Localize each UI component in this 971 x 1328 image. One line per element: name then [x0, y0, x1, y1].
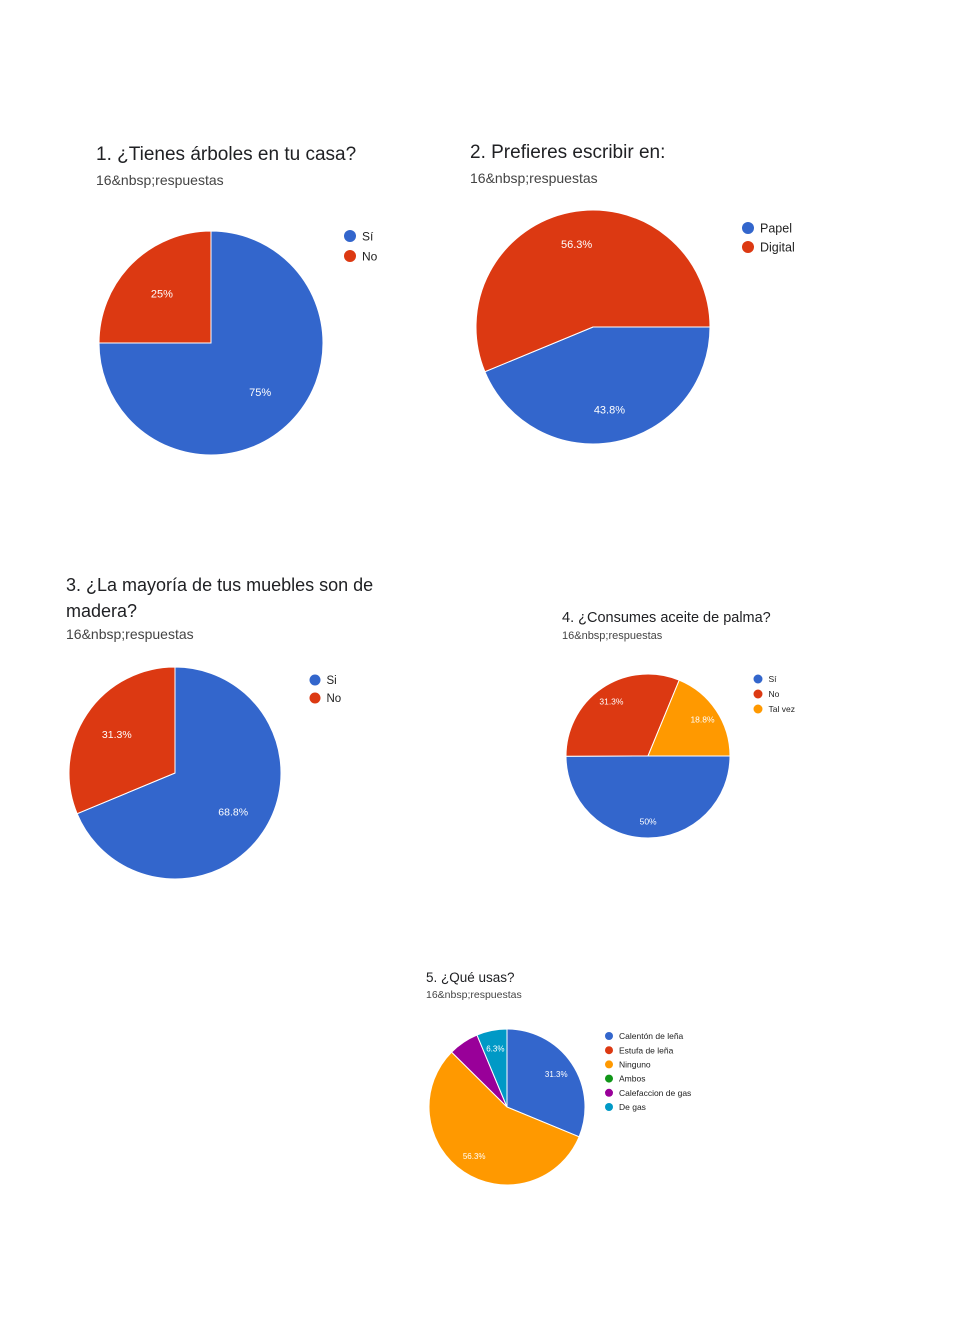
pie-slice-label: 31.3% — [102, 729, 132, 741]
pie-slice-papel[interactable] — [484, 326, 711, 445]
chart-2-subtitle: 16&nbsp;respuestas — [470, 170, 598, 186]
legend-item[interactable]: No — [362, 249, 378, 263]
chart-4-subtitle: 16&nbsp;respuestas — [562, 630, 663, 642]
legend-swatch — [753, 704, 763, 714]
pie-slice-label: 18.8% — [690, 714, 715, 724]
legend-swatch — [605, 1088, 613, 1097]
legend-swatch — [605, 1032, 613, 1040]
chart-4-pie: 50% 31.3% 18.8% Sí No Tal vez — [565, 673, 795, 839]
chart-5-pie: 31.3% 56.3% 6.3% Calentón de leña Estufa de … — [428, 1028, 691, 1186]
pie-slice-label: 43.8% — [594, 404, 625, 416]
legend-swatch — [753, 674, 763, 684]
legend-item[interactable]: De gas — [619, 1102, 646, 1112]
chart-4: 4. ¿Consumes aceite de palma? 16&nbsp;re… — [562, 610, 842, 850]
pie-slice-no[interactable] — [68, 666, 176, 815]
legend-swatch — [742, 241, 754, 253]
pie-slice-ninguno[interactable] — [428, 1051, 580, 1186]
pie-slice-de-gas[interactable] — [476, 1028, 508, 1108]
legend-swatch — [344, 230, 356, 242]
pie-slice-label: 25% — [151, 289, 173, 301]
chart-1-pie: 75% 25% Sí No — [98, 229, 378, 456]
legend-swatch — [742, 222, 754, 234]
legend-item[interactable]: Ninguno — [619, 1059, 651, 1069]
pie-slice-label: 31.3% — [599, 697, 624, 707]
pie-slice-calentón-de-leña[interactable] — [506, 1028, 586, 1138]
chart-2-title: 2. Prefieres escribir en: — [470, 142, 666, 163]
chart-5-subtitle: 16&nbsp;respuestas — [426, 989, 522, 1001]
legend-swatch — [605, 1074, 613, 1083]
legend-item[interactable]: Estufa de leña — [619, 1045, 674, 1055]
pie-slice-digital[interactable] — [475, 209, 711, 373]
legend-swatch — [309, 692, 321, 704]
pie-slice-label: 56.3% — [463, 1152, 486, 1161]
legend-item[interactable]: Si — [327, 675, 337, 687]
legend-item[interactable]: No — [327, 693, 342, 705]
legend-item[interactable]: Ambos — [619, 1074, 645, 1084]
chart-3-pie: 68.8% 31.3% Si No — [68, 666, 342, 880]
legend-item[interactable]: Tal vez — [769, 704, 795, 714]
legend-item[interactable]: Papel — [760, 222, 792, 236]
legend-item[interactable]: Sí — [362, 229, 374, 243]
pie-slice-no[interactable] — [565, 673, 680, 757]
pie-slice-label: 31.3% — [545, 1070, 568, 1079]
legend-swatch — [344, 250, 356, 262]
pie-slice-label: 68.8% — [218, 807, 248, 819]
pie-slice-label: 6.3% — [486, 1045, 504, 1054]
pie-slice-si[interactable] — [76, 666, 282, 880]
legend-swatch — [605, 1103, 613, 1111]
chart-3: 3. ¿La mayoría de tus muebles son de mad… — [66, 572, 426, 882]
legend-item[interactable]: Calentón de leña — [619, 1031, 684, 1041]
chart-3-title: 3. ¿La mayoría de tus muebles son de mad… — [66, 575, 374, 621]
chart-5: 5. ¿Qué usas? 16&nbsp;respuestas 31.3% 56… — [426, 970, 726, 1200]
legend-swatch — [753, 689, 763, 699]
chart-4-title: 4. ¿Consumes aceite de palma? — [562, 610, 771, 626]
pie-slice-tal-vez[interactable] — [647, 679, 731, 757]
pie-slice-sí[interactable] — [565, 755, 731, 839]
chart-3-subtitle: 16&nbsp;respuestas — [66, 626, 194, 642]
chart-2: 2. Prefieres escribir en: 16&nbsp;respue… — [470, 142, 890, 452]
pie-slice-label: 50% — [640, 817, 657, 827]
legend-swatch — [309, 674, 321, 686]
legend-item[interactable]: Sí — [769, 674, 778, 684]
pie-slice-no[interactable] — [98, 230, 212, 344]
chart-5-title: 5. ¿Qué usas? — [426, 970, 515, 985]
legend-swatch — [605, 1060, 613, 1069]
chart-1: 1. ¿Tienes árboles en tu casa? 16&nbsp;r… — [96, 144, 476, 474]
chart-1-title: 1. ¿Tienes árboles en tu casa? — [96, 144, 357, 165]
legend-item[interactable]: Calefaccion de gas — [619, 1088, 691, 1098]
legend-item[interactable]: No — [769, 689, 780, 699]
legend-item[interactable]: Digital — [760, 241, 795, 255]
chart-2-pie: 43.8% 56.3% Papel Digital — [475, 209, 795, 445]
pie-slice-label: 56.3% — [561, 239, 592, 251]
pie-slice-label: 75% — [249, 387, 271, 399]
chart-1-subtitle: 16&nbsp;respuestas — [96, 172, 224, 188]
legend-swatch — [605, 1046, 613, 1055]
